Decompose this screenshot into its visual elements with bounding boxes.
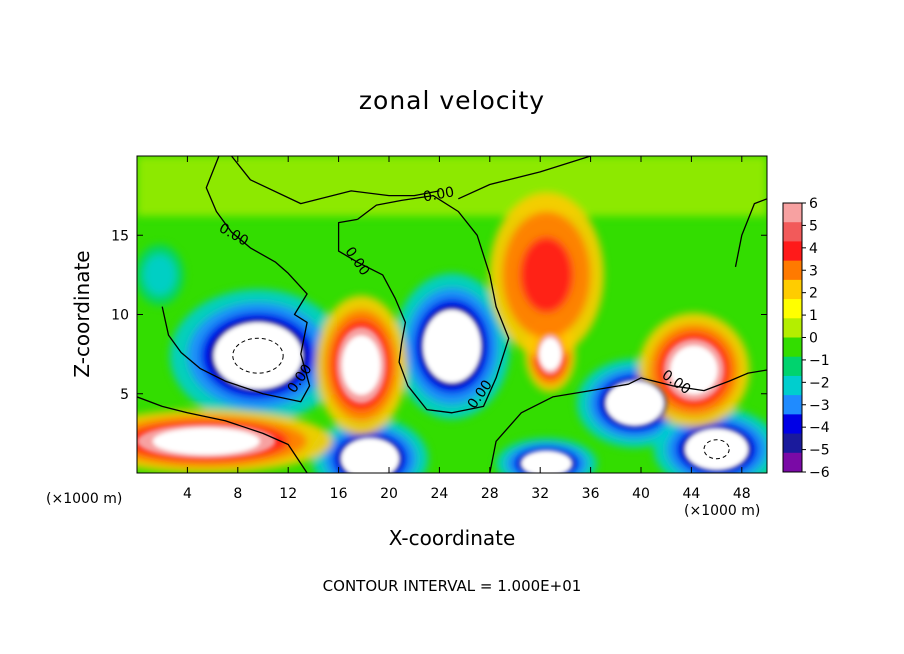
x-tick-label-40: 40 xyxy=(632,486,650,502)
colorbar-label-2: 4 xyxy=(809,241,818,257)
colorbar-swatch-3 xyxy=(783,260,802,281)
x-tick-label-44: 44 xyxy=(682,486,700,502)
y-tick-label-15: 15 xyxy=(111,228,129,244)
colorbar-label-7: −1 xyxy=(809,353,830,369)
chart-title: zonal velocity xyxy=(358,86,546,115)
feature-8-core xyxy=(670,345,718,395)
colorbar-swatch-7 xyxy=(783,337,802,358)
colorbar-swatch-9 xyxy=(783,375,802,396)
feature-10-ring-2 xyxy=(520,236,573,313)
colorbar-swatch-0 xyxy=(783,203,802,223)
y-tick-label-5: 5 xyxy=(120,387,129,403)
colorbar-swatch-13 xyxy=(783,452,802,473)
feature-7-core xyxy=(539,337,561,371)
feature-2-core xyxy=(605,381,664,426)
colorbar-label-1: 5 xyxy=(809,218,818,234)
zero-contour-left-cell xyxy=(161,156,311,403)
colorbar-swatch-12 xyxy=(783,433,802,454)
feature-0-core xyxy=(213,322,303,389)
colorbar-label-3: 3 xyxy=(809,263,818,279)
x-tick-label-4: 4 xyxy=(183,486,192,502)
x-tick-label-28: 28 xyxy=(481,486,499,502)
feature-6-core xyxy=(342,335,381,395)
x-axis-label: X-coordinate xyxy=(388,526,516,550)
upper-layer-band xyxy=(137,156,767,216)
colorbar: 6 5 4 3 2 1 0 −1 −2 −3 −4 −5 −6 xyxy=(782,196,830,481)
colorbar-swatch-10 xyxy=(783,395,802,415)
colorbar-label-11: −5 xyxy=(809,443,830,459)
zero-contour-top-right xyxy=(458,156,591,200)
colorbar-label-9: −3 xyxy=(809,398,830,414)
zero-contours xyxy=(137,156,767,473)
zero-contour-lower-right xyxy=(489,369,767,473)
colorbar-swatch-5 xyxy=(783,299,802,319)
colorbar-swatch-11 xyxy=(783,414,802,435)
x-tick-label-12: 12 xyxy=(279,486,297,502)
colorbar-swatch-6 xyxy=(783,318,802,338)
colorbar-label-5: 1 xyxy=(809,308,818,324)
colorbar-label-0: 6 xyxy=(809,196,818,212)
x-unit-label-right: (×1000 m) xyxy=(684,503,761,519)
colorbar-label-4: 2 xyxy=(809,286,818,302)
zero-contour-lower-left xyxy=(137,396,308,473)
colorbar-swatch-8 xyxy=(783,356,802,377)
colorbar-swatch-4 xyxy=(783,279,802,300)
x-tick-label-48: 48 xyxy=(733,486,751,502)
feature-1-core xyxy=(423,309,481,383)
zero-contour-far-right xyxy=(734,198,767,268)
colorbar-swatch-2 xyxy=(783,241,802,262)
colorbar-label-8: −2 xyxy=(809,375,830,391)
feature-9-core xyxy=(152,427,260,455)
x-tick-label-36: 36 xyxy=(582,486,600,502)
zero-contour-top-left xyxy=(230,156,440,205)
velocity-field xyxy=(137,156,767,473)
dashed-contour-0 xyxy=(232,337,284,374)
colorbar-label-10: −4 xyxy=(809,420,830,436)
colorbar-label-12: −6 xyxy=(809,465,830,481)
contour-interval-note: CONTOUR INTERVAL = 1.000E+01 xyxy=(322,577,582,595)
feature-3-core xyxy=(685,428,749,470)
y-axis-ticks: 5 10 15 xyxy=(111,228,767,403)
zero-contour-center-cell xyxy=(337,194,510,414)
contour-label-0: 0.00 xyxy=(422,184,455,205)
x-tick-label-32: 32 xyxy=(531,486,549,502)
dashed-contour-1 xyxy=(703,439,730,460)
x-tick-label-24: 24 xyxy=(430,486,448,502)
colorbar-swatch-1 xyxy=(783,222,802,242)
field-cores xyxy=(137,306,752,473)
x-axis-ticks: 4 8 12 16 20 24 28 32 36 40 44 48 xyxy=(183,156,751,502)
feature-4-core xyxy=(341,438,400,473)
x-tick-label-20: 20 xyxy=(380,486,398,502)
y-tick-label-10: 10 xyxy=(111,308,129,324)
x-tick-label-16: 16 xyxy=(330,486,348,502)
x-tick-label-8: 8 xyxy=(233,486,242,502)
colorbar-label-6: 0 xyxy=(809,331,818,347)
feature-5-core xyxy=(521,450,572,473)
feature-11-ring-1 xyxy=(143,254,176,296)
x-unit-label-left: (×1000 m) xyxy=(46,491,123,507)
